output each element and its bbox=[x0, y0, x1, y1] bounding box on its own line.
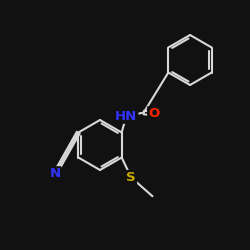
Text: S: S bbox=[126, 171, 136, 184]
Text: HN: HN bbox=[115, 110, 138, 123]
Text: N: N bbox=[50, 167, 60, 180]
Text: O: O bbox=[148, 107, 160, 120]
